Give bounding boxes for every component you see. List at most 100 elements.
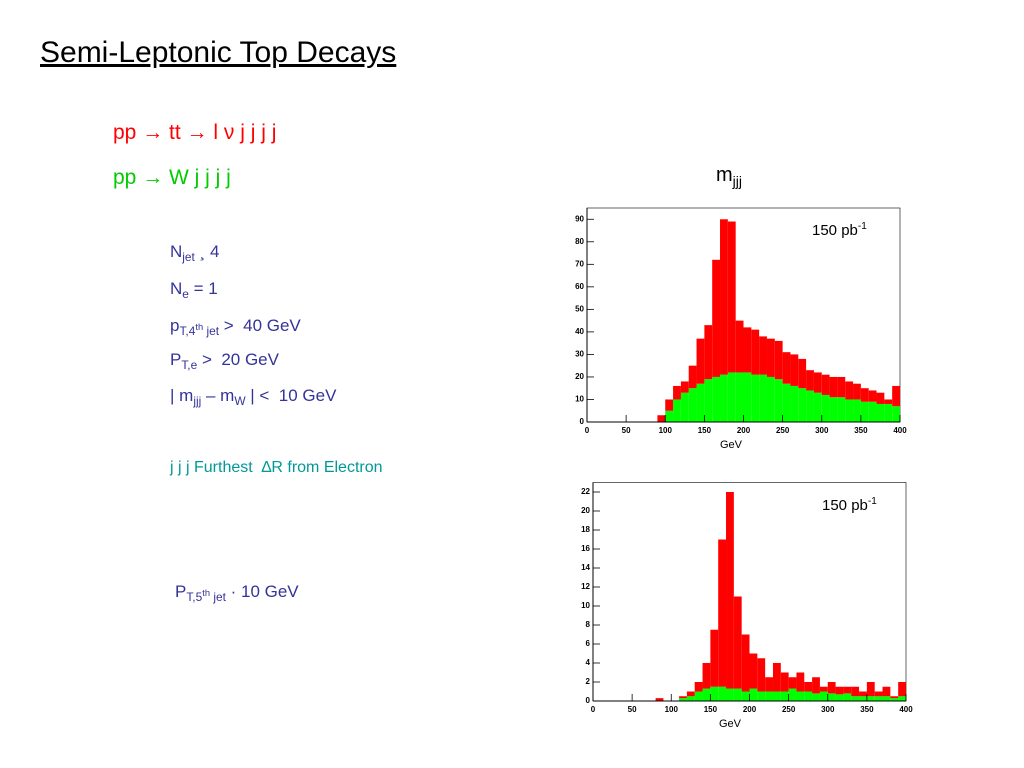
- histogram-bar: [890, 698, 899, 701]
- y-tick-label: 4: [586, 658, 591, 667]
- histogram-bar: [679, 698, 687, 701]
- histogram-bar: [813, 392, 822, 422]
- annotation: 150 pb-1: [822, 496, 877, 514]
- histogram-bar: [743, 372, 752, 422]
- histogram-bar: [829, 376, 838, 398]
- histogram-bar: [868, 390, 877, 402]
- x-tick-label: 400: [893, 426, 907, 435]
- text: | m: [170, 386, 194, 405]
- x-axis-label: GeV: [719, 718, 742, 730]
- histogram-bar: [766, 376, 775, 422]
- histogram-bar: [898, 696, 906, 701]
- histogram-bar: [710, 629, 719, 687]
- histogram-bar: [673, 385, 681, 400]
- y-tick-label: 14: [581, 563, 590, 572]
- cut: | mjjj – mW | < 10 GeV: [170, 387, 336, 408]
- x-tick-label: 0: [591, 705, 596, 714]
- annotation: 150 pb-1: [812, 221, 867, 239]
- histogram-bar: [829, 397, 838, 422]
- histogram-bar: [798, 358, 807, 389]
- histogram-bar: [812, 693, 820, 701]
- histogram-bar: [749, 653, 758, 689]
- histogram-bar: [757, 691, 766, 701]
- plot-title: mjjj: [716, 165, 742, 188]
- x-tick-label: 100: [659, 426, 673, 435]
- cut: pT,4th jet > 40 GeV: [170, 317, 301, 338]
- text: > 40 GeV: [219, 316, 301, 335]
- y-tick-label: 6: [586, 639, 591, 648]
- y-tick-label: 40: [575, 327, 584, 336]
- x-tick-label: 250: [776, 426, 790, 435]
- y-tick-label: 22: [581, 487, 590, 496]
- histogram-bar: [782, 383, 791, 422]
- y-tick-label: 2: [586, 677, 591, 686]
- cut: PT,e > 20 GeV: [170, 351, 279, 372]
- histogram-bar: [655, 698, 664, 701]
- y-tick-label: 18: [581, 525, 590, 534]
- histogram-bar: [741, 634, 750, 692]
- histogram-bar: [757, 658, 766, 692]
- histogram-bar: [790, 354, 799, 386]
- histogram-bar: [780, 672, 789, 692]
- histogram-bar: [837, 376, 846, 398]
- histogram-bar: [853, 383, 861, 400]
- text: > 20 GeV: [197, 350, 279, 369]
- histogram-bar: [876, 403, 885, 422]
- x-tick-label: 200: [743, 705, 757, 714]
- histogram-bar: [882, 686, 891, 697]
- histogram-bar: [866, 682, 875, 697]
- text: – m: [201, 386, 235, 405]
- histogram-bar: [751, 374, 760, 422]
- histogram-bar: [680, 381, 689, 393]
- process-line: pp → W j j j j: [113, 166, 231, 189]
- histogram-bar: [710, 686, 719, 701]
- histogram-bar: [712, 376, 721, 422]
- histogram-bar: [686, 696, 695, 701]
- x-tick-label: 50: [622, 426, 631, 435]
- histogram-bar: [759, 374, 767, 422]
- histogram-bar: [718, 686, 727, 701]
- histogram-bar: [806, 390, 814, 422]
- histogram-bar: [680, 392, 689, 422]
- cut: Njet ¸ 4: [170, 243, 219, 264]
- histogram: 0 2 4 6 8 10 12 14 16 18 20 22 0 50 100 150 200 250 300 350…: [581, 482, 913, 730]
- histogram-bar: [726, 688, 734, 701]
- y-tick-label: 16: [581, 544, 590, 553]
- selection: j j j Furthest ∆R from Electron: [170, 459, 383, 476]
- histogram-bar: [766, 338, 775, 377]
- histogram-bar: [733, 596, 742, 689]
- y-tick-label: 50: [575, 304, 584, 313]
- histogram-bar: [694, 682, 703, 692]
- text: · 10 GeV: [225, 582, 299, 601]
- histogram-bar: [720, 219, 728, 375]
- text: N: [170, 279, 183, 298]
- y-tick-label: 30: [575, 350, 584, 359]
- histogram-bar: [688, 388, 697, 422]
- histogram-bar: [796, 672, 805, 692]
- histogram-bar: [694, 691, 703, 701]
- histogram-bar: [665, 410, 674, 422]
- histogram-bar: [796, 691, 805, 701]
- histogram-bar: [751, 329, 760, 375]
- histogram-bar: [866, 696, 875, 701]
- y-tick-label: 60: [575, 282, 584, 291]
- x-tick-label: 0: [585, 426, 590, 435]
- veto: PT,5th jet · 10 GeV: [175, 583, 299, 604]
- histogram-bar: [798, 388, 807, 422]
- histogram-bar: [892, 385, 900, 407]
- histogram-bar: [741, 691, 750, 701]
- histogram-bar: [657, 415, 666, 422]
- histogram-bar: [892, 406, 900, 422]
- histogram-bar: [819, 686, 828, 692]
- y-tick-label: 10: [575, 395, 584, 404]
- x-tick-label: 250: [782, 705, 796, 714]
- histogram-bar: [673, 399, 681, 422]
- y-tick-label: 20: [575, 372, 584, 381]
- histogram-bar: [702, 688, 711, 701]
- x-tick-label: 200: [737, 426, 751, 435]
- text: N: [170, 242, 183, 261]
- histogram-bar: [772, 691, 781, 701]
- histogram-bar: [851, 696, 860, 701]
- histogram-bar: [665, 399, 674, 411]
- histogram-bar: [704, 379, 713, 422]
